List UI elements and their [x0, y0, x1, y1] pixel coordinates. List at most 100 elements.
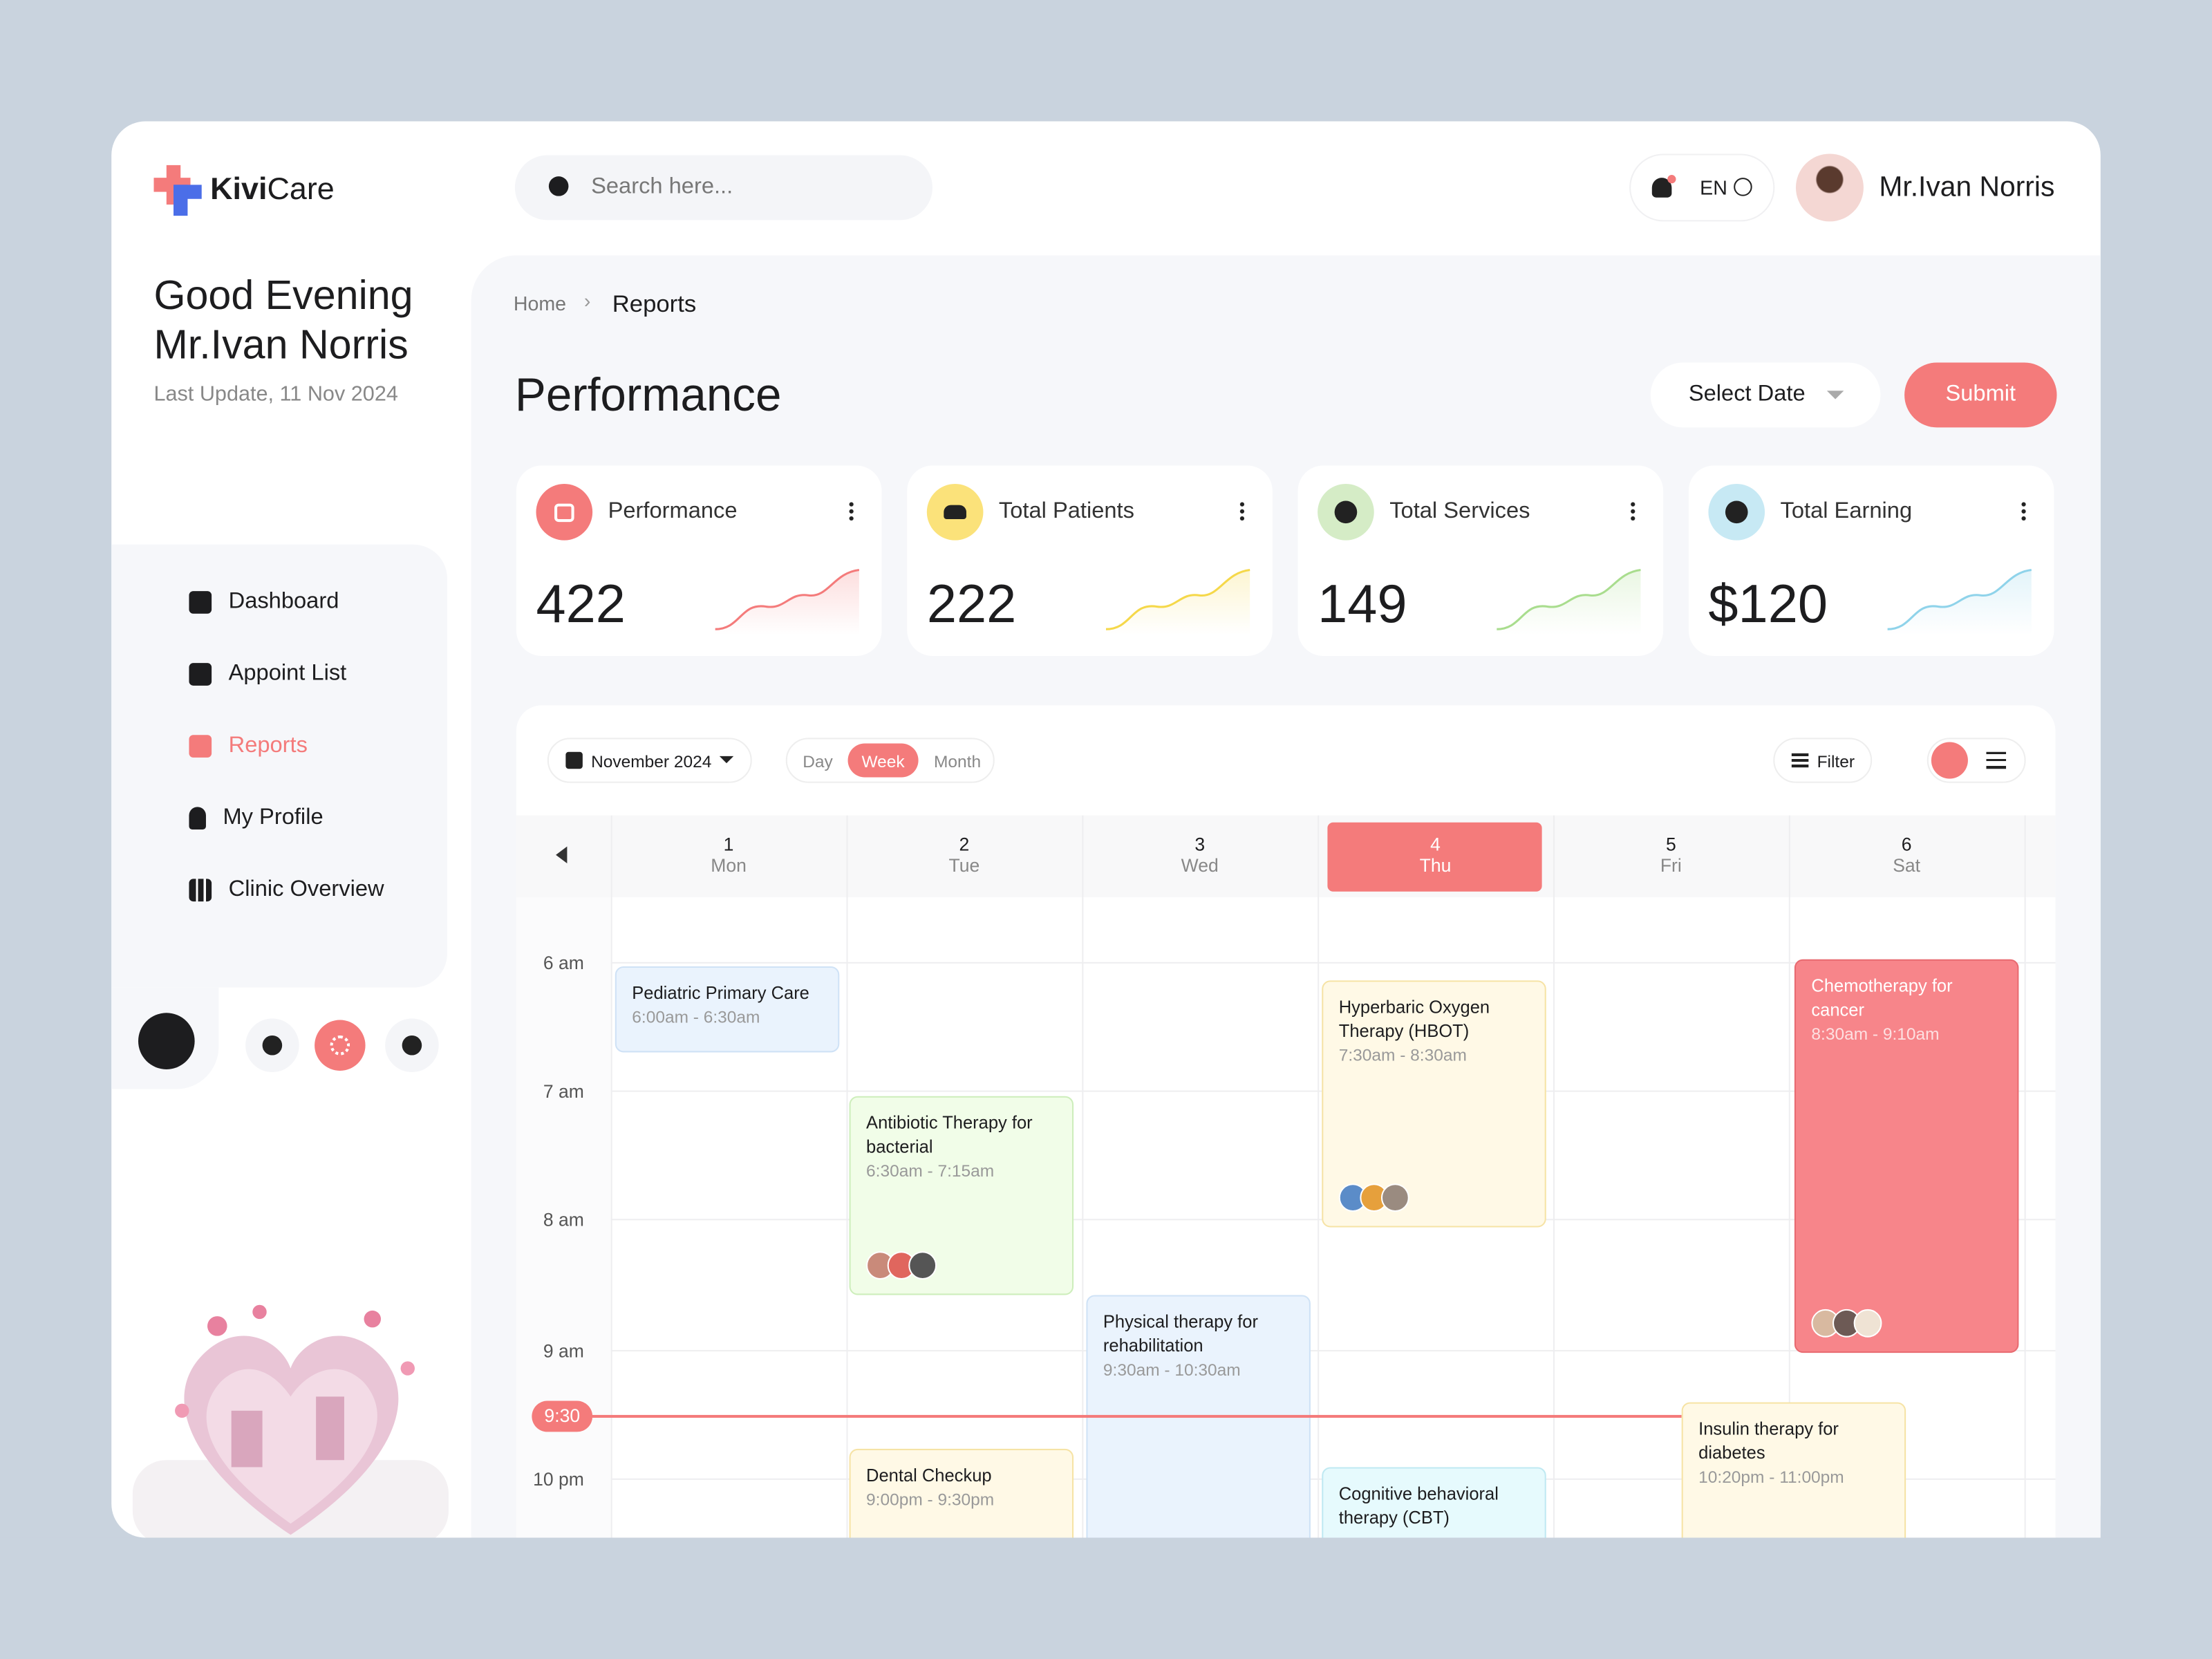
event-title: Hyperbaric Oxygen Therapy (HBOT) [1338, 997, 1490, 1042]
day-date: 1 [723, 834, 734, 855]
time-label: 6 am [543, 952, 584, 974]
nav-label: Reports [228, 733, 308, 758]
calendar-view-button[interactable] [1931, 742, 1968, 779]
event[interactable]: Insulin therapy for diabetes 10:20pm - 11… [1681, 1402, 1906, 1549]
logo-icon [153, 165, 202, 216]
day-date: 2 [959, 834, 970, 855]
nav-item[interactable]: Appoint List [189, 662, 346, 687]
day-date: 5 [1665, 834, 1676, 855]
column-line [1553, 815, 1555, 1538]
event[interactable]: Dental Checkup 9:00pm - 9:30pm [849, 1448, 1074, 1548]
stat-label: Total Earning [1780, 499, 1913, 524]
theme-button[interactable] [315, 1020, 366, 1071]
day-weekday: Tue [948, 854, 980, 877]
nav-label: Appoint List [228, 662, 347, 686]
event-title: Dental Checkup [866, 1465, 992, 1485]
filter-icon [1791, 753, 1809, 768]
view-option[interactable]: Month [934, 751, 982, 772]
week-header [516, 815, 2056, 897]
stat-card: Total Services 149 [1297, 465, 1664, 656]
nav-label: Dashboard [228, 590, 339, 614]
stat-label: Total Services [1389, 499, 1530, 524]
breadcrumb-separator: › [583, 289, 591, 312]
stat-value: $120 [1708, 575, 1828, 635]
event-time: 6:00am - 6:30am [632, 1007, 760, 1027]
stat-value: 422 [536, 575, 626, 635]
column-line [1082, 815, 1084, 1538]
current-time-line [590, 1414, 1682, 1418]
today-highlight [1327, 822, 1542, 892]
event[interactable]: Hyperbaric Oxygen Therapy (HBOT) 7:30am -… [1322, 980, 1546, 1228]
nav-item[interactable]: Clinic Overview [189, 877, 384, 903]
day-header: 3 Wed [1082, 816, 1318, 897]
day-weekday: Mon [711, 854, 747, 877]
brand: KiviCare [210, 171, 335, 207]
day-weekday: Thu [1419, 854, 1452, 877]
time-label: 9 am [543, 1340, 584, 1362]
collapse-button[interactable] [138, 1013, 195, 1069]
event[interactable]: Chemotherapy for cancer 8:30am - 9:10am [1794, 959, 2019, 1353]
nav-item-active[interactable]: Reports [189, 733, 308, 759]
submit-label: Submit [1945, 382, 2016, 406]
month-select[interactable] [547, 738, 752, 783]
day-weekday: Wed [1181, 854, 1219, 877]
view-option-active-bg [847, 743, 919, 778]
nav-item[interactable]: My Profile [189, 805, 324, 831]
day-date: 3 [1194, 834, 1206, 855]
user-name[interactable]: Mr.Ivan Norris [1879, 171, 2055, 203]
nav-item[interactable]: Dashboard [189, 590, 339, 615]
stat-card: Total Patients 222 [907, 465, 1273, 656]
view-option[interactable]: Day [803, 751, 833, 772]
stat-value: 149 [1318, 575, 1407, 635]
view-option-active[interactable]: Week [861, 751, 905, 772]
breadcrumb-link[interactable]: Home [513, 292, 567, 315]
time-label: 8 am [543, 1208, 584, 1230]
time-label: 7 am [543, 1080, 584, 1102]
day-header: 1 Mon [611, 816, 847, 897]
event-time: 9:30am - 10:30am [1103, 1360, 1241, 1380]
day-header: 5 Fri [1553, 816, 1789, 897]
stat-label: Total Patients [998, 499, 1134, 524]
event-time: 9:00pm - 9:30pm [866, 1490, 995, 1510]
globe-icon [1734, 178, 1752, 196]
brand-bold: Kivi [210, 170, 268, 206]
column-line [846, 815, 848, 1538]
filter-button[interactable] [1773, 738, 1873, 783]
column-line [610, 815, 612, 1538]
greeting: Good Evening Mr.Ivan Norris [153, 272, 413, 371]
column-line [1318, 815, 1320, 1538]
avatar[interactable] [1795, 153, 1864, 222]
favorite-button[interactable] [385, 1018, 439, 1073]
backdrop [0, 1537, 2212, 1659]
day-date: 4 [1430, 834, 1441, 855]
submit-button[interactable] [1904, 362, 2057, 428]
view-switch [785, 738, 995, 783]
event-time: 6:30am - 7:15am [866, 1161, 995, 1181]
settings-button[interactable] [245, 1018, 299, 1073]
event-title: Cognitive behavioral therapy (CBT) [1338, 1483, 1499, 1528]
search-box[interactable] [514, 155, 932, 221]
list-view-button[interactable] [1986, 751, 2007, 769]
event-time: 7:30am - 8:30am [1338, 1045, 1467, 1065]
day-weekday: Fri [1660, 854, 1682, 877]
time-label: 10 pm [533, 1468, 584, 1490]
nav-label: My Profile [223, 805, 324, 830]
filter-label: Filter [1817, 751, 1855, 772]
current-time-badge: 9:30 [532, 1400, 593, 1432]
hour-line [610, 962, 2056, 964]
event[interactable]: Physical therapy for rehabilitation 9:30a… [1086, 1295, 1311, 1549]
day-header: 2 Tue [846, 816, 1082, 897]
stat-card: Total Earning $120 [1688, 465, 2054, 656]
heart-illustration [132, 1304, 449, 1538]
hour-line [610, 1350, 2056, 1352]
event[interactable]: Antibiotic Therapy for bacterial 6:30am -… [849, 1096, 1074, 1295]
event[interactable]: Pediatric Primary Care 6:00am - 6:30am [615, 966, 840, 1053]
prev-week[interactable] [556, 846, 568, 863]
event-title: Chemotherapy for cancer [1811, 976, 1953, 1020]
stat-label: Performance [608, 499, 738, 524]
language[interactable]: EN [1700, 176, 1727, 199]
day-header: 6 Sat [1789, 816, 2025, 897]
column-line [2024, 815, 2026, 1538]
event-title: Physical therapy for rehabilitation [1103, 1311, 1258, 1356]
